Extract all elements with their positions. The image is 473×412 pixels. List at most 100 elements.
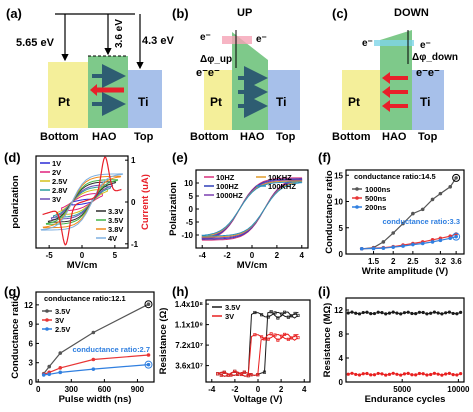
chart-i-point (372, 373, 377, 377)
chart-h-ytick-label: 3.6x10⁷ (175, 362, 203, 371)
chart-e-loop-100khz (201, 181, 303, 237)
chart-h-sweep-up-3v (217, 333, 299, 376)
chart-g-point (41, 373, 46, 377)
chart-h-point (239, 372, 244, 377)
chart-h-point (293, 311, 297, 315)
chart-h-point (269, 310, 273, 314)
chart-f-ylabel: Conductance ratio (324, 170, 335, 254)
chart-d-legend-label: 3.5V (108, 216, 123, 225)
chart-f-highlight-top (452, 173, 461, 182)
chart-h-sweep-up-3.5v (217, 311, 299, 376)
chart-h-point (226, 373, 230, 377)
chart-f-frame (345, 169, 465, 255)
bottom-label-a: Bottom (40, 131, 79, 143)
bottom-label-b: Bottom (190, 131, 229, 143)
electron-label-c1: e⁻ (362, 38, 373, 49)
ti-label-b: Ti (276, 95, 286, 109)
chart-i-point (414, 373, 418, 377)
chart-i-point (410, 311, 414, 316)
chart-i-point (354, 311, 358, 315)
chart-i-point (361, 310, 365, 315)
chart-g-point (47, 372, 52, 377)
chart-g-ytick-label: 6 (29, 339, 34, 348)
chart-g-legend-label: 3.5V (55, 307, 70, 316)
chart-i-point (444, 372, 448, 376)
chart-g-point (91, 357, 96, 362)
chart-h-point (276, 316, 280, 320)
panel-e-label: (e) (172, 150, 188, 165)
chart-e-ytick-label: -10 (181, 231, 193, 240)
barrier-shift-up-label: Δφ_up (200, 54, 232, 65)
chart-i-point (429, 311, 433, 315)
panel-c-label: (c) (332, 6, 348, 21)
panel-b-label: (b) (172, 6, 189, 21)
chart-e-ytick-label: 10 (184, 179, 193, 188)
chart-f-point (438, 238, 443, 243)
pt-label-b: Pt (210, 95, 222, 109)
polarization-arrow-2-head (382, 86, 390, 98)
chart-e-legend-label: 100HZ (216, 182, 239, 191)
chart-e-legend-label: 10HZ (216, 173, 235, 182)
chart-e-xtick-label: 2 (275, 251, 280, 260)
chart-d-legend-label: 4V (108, 234, 117, 243)
chart-i-point (376, 310, 380, 314)
chart-f: 1.5 2 2.5 3.2 3.6 0 5 10 15 conductance ratio:14.… (324, 169, 465, 277)
chart-h-ytick-label: 1.4x10⁸ (175, 300, 203, 309)
hao-label-c: HAO (382, 131, 407, 143)
chart-d-ylabel: polarization (10, 175, 21, 229)
chart-f-annotation-top: conductance ratio:14.5 (354, 172, 436, 181)
chart-i-xtick-label: 10000 (447, 385, 470, 394)
chart-f-point (391, 231, 396, 235)
chart-g-legend-marker (45, 309, 49, 313)
chart-i-point (395, 372, 399, 376)
chart-i-point (369, 312, 373, 316)
chart-g-point (146, 362, 151, 367)
chart-f-ytick-label: 10 (334, 198, 343, 207)
chart-f-annotation-bottom: conductance ratio:3.3 (382, 217, 460, 226)
chart-i-point (447, 310, 451, 314)
chart-h-point (289, 314, 293, 318)
chart-d-ytick-label: 1 (131, 156, 136, 165)
chart-i-ytick-label: 8 (339, 330, 344, 339)
chart-h-point (269, 332, 273, 336)
chart-i-point (421, 372, 425, 376)
chart-d-current-curve (42, 156, 122, 246)
chart-e-xtick-label: 0 (250, 251, 255, 260)
chart-g-legend-marker (45, 327, 49, 331)
ti-electrode-block (268, 70, 300, 130)
chart-f-legend-label: 1000ns (365, 185, 390, 194)
chart-h-point (246, 374, 250, 378)
panel-a: (a) 5.65 eV 3.6 eV 4.3 eV Pt Ti Bottom H… (6, 6, 174, 143)
chart-g-xlabel: Pulse width (ns) (59, 394, 132, 405)
chart-i-point (410, 373, 414, 377)
chart-f-point (391, 245, 396, 249)
polarization-arrow-1-head (382, 72, 390, 84)
chart-e-ytick-label: 5 (189, 192, 194, 201)
chart-i-point (425, 312, 429, 316)
chart-i-point (455, 373, 459, 377)
chart-g-legend-label: 3V (55, 316, 64, 325)
chart-h-point (256, 373, 260, 377)
chart-g-ytick-label: 9 (29, 320, 34, 329)
top-label-b: Top (276, 131, 296, 143)
chart-d-legend-label: 2.5V (52, 177, 67, 186)
chart-f-point (448, 236, 453, 241)
chart-h-legend-label: 3.5V (225, 303, 240, 312)
chart-g-point (146, 302, 151, 307)
chart-g-point (91, 330, 96, 335)
chart-h-point (283, 332, 287, 336)
chart-i-point (380, 311, 384, 315)
chart-f-point (371, 246, 376, 251)
chart-h-point (262, 337, 267, 341)
chart-d-legend-label: 2V (52, 168, 61, 177)
chart-f-point (454, 234, 458, 239)
panel-h-label: (h) (172, 284, 189, 299)
pt-label-c: Pt (348, 95, 360, 109)
chart-f-ytick-label: 0 (339, 250, 344, 259)
chart-i-point (395, 311, 399, 315)
chart-g-highlight-top (144, 300, 153, 309)
chart-h-point (233, 369, 237, 373)
chart-i-ylabel: Resistance (MΩ) (322, 303, 333, 378)
